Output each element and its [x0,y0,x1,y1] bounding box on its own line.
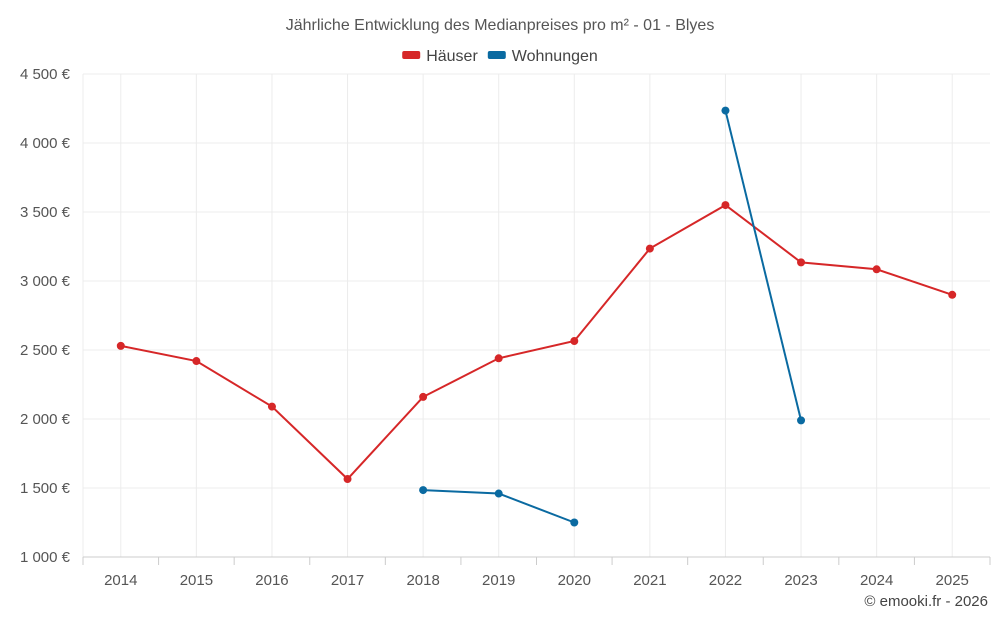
x-tick-label: 2015 [180,572,213,589]
x-tick-label: 2014 [104,572,137,589]
series-line-h-user [120,203,953,481]
y-tick-label: 3 500 € [20,204,71,221]
grid [83,73,990,557]
data-point-wohnungen[interactable] [797,416,806,425]
y-tick-label: 1 000 € [20,549,71,566]
data-point-wohnungen[interactable] [570,518,579,527]
data-point-h-user[interactable] [192,357,201,366]
x-tick-label: 2023 [784,572,817,589]
x-tick-label: 2025 [936,572,969,589]
y-tick-label: 1 500 € [20,480,71,497]
y-tick-label: 2 000 € [20,411,71,428]
x-tick-label: 2019 [482,572,515,589]
data-point-h-user[interactable] [721,201,730,210]
data-point-h-user[interactable] [419,392,428,401]
y-tick-label: 4 000 € [20,135,71,152]
data-point-wohnungen[interactable] [721,106,730,115]
y-tick-label: 2 500 € [20,342,71,359]
data-point-h-user[interactable] [948,290,957,299]
axes: 1 000 € 1 500 € 2 000 € 2 500 € 3 000 € 3 500… [20,66,991,589]
legend: Häuser Wohnungen [402,48,598,65]
x-tick-label: 2018 [406,572,439,589]
series-line-wohnungen [724,110,803,421]
x-tick-label: 2024 [860,572,893,589]
legend-label: Häuser [426,48,478,65]
legend-swatch [487,51,506,59]
data-point-h-user[interactable] [343,475,352,484]
x-tick-label: 2017 [331,572,364,589]
legend-swatch [402,51,421,59]
series-layer [116,106,957,527]
x-tick-label: 2016 [255,572,288,589]
data-point-wohnungen[interactable] [494,489,503,498]
x-tick-label: 2020 [558,572,591,589]
y-tick-label: 3 000 € [20,273,71,290]
legend-item[interactable]: Wohnungen [487,48,598,65]
data-point-h-user[interactable] [267,402,276,411]
data-point-h-user[interactable] [116,341,125,350]
legend-item[interactable]: Häuser [402,48,478,65]
y-tick-label: 4 500 € [20,66,71,83]
legend-label: Wohnungen [512,48,598,65]
x-tick-label: 2022 [709,572,742,589]
copyright-credit: © emooki.fr - 2026 [864,593,988,610]
chart-title: Jährliche Entwicklung des Medianpreises … [286,17,715,34]
data-point-h-user[interactable] [570,337,579,346]
x-tick-label: 2021 [633,572,666,589]
data-point-h-user[interactable] [494,354,503,363]
data-point-h-user[interactable] [645,244,654,253]
data-point-h-user[interactable] [872,265,881,274]
data-point-h-user[interactable] [797,258,806,267]
data-point-wohnungen[interactable] [419,486,428,495]
